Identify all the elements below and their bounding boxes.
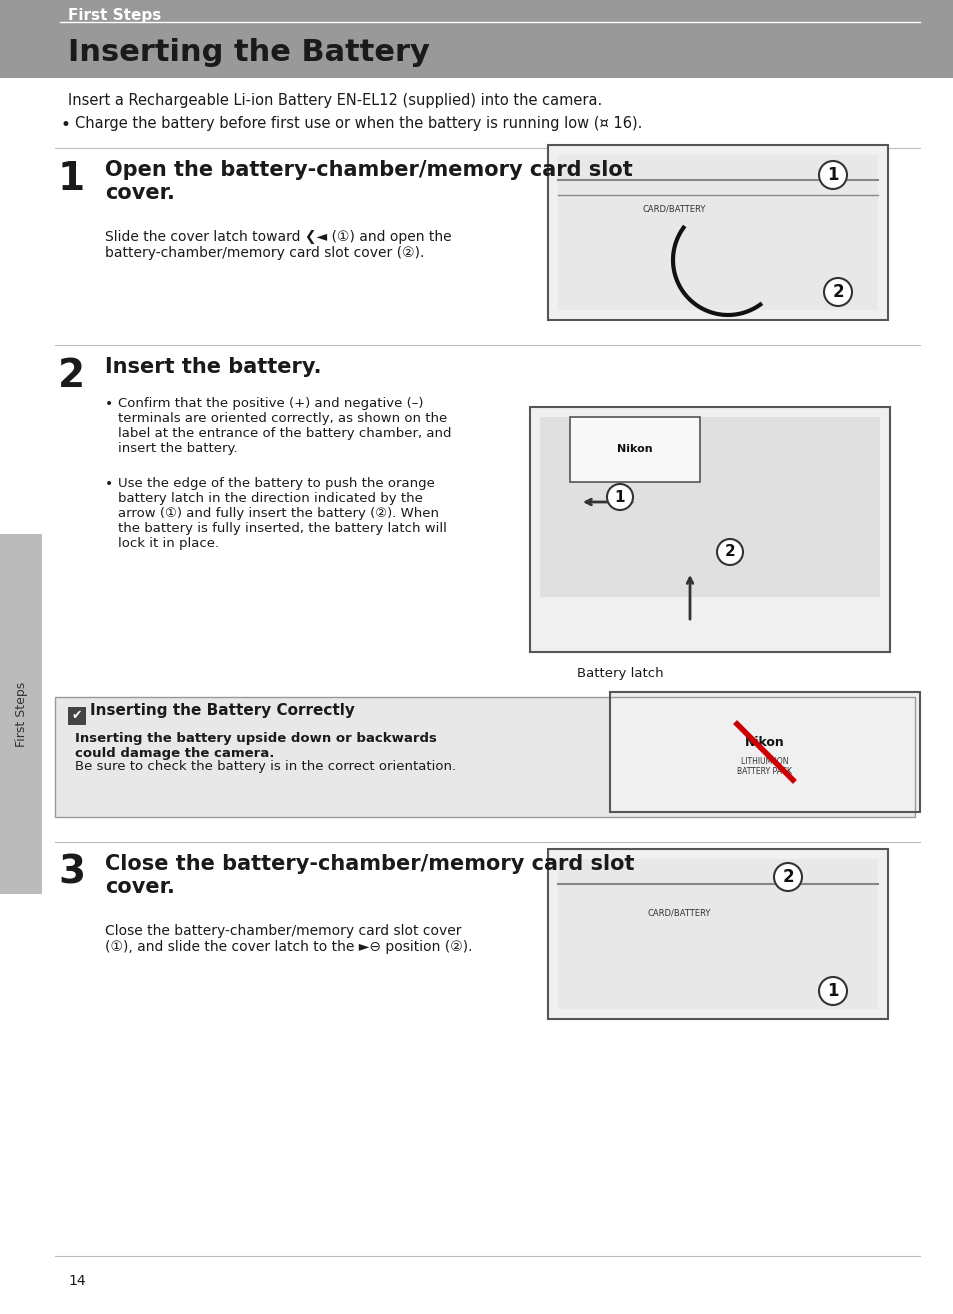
Text: Inserting the Battery: Inserting the Battery	[68, 38, 430, 67]
Bar	[547, 145, 887, 321]
Text: •: •	[60, 116, 70, 134]
Text: LITHIUM ION
BATTERY PACK: LITHIUM ION BATTERY PACK	[737, 757, 792, 777]
Circle shape	[818, 162, 846, 189]
Text: Use the edge of the battery to push the orange
battery latch in the direction in: Use the edge of the battery to push the …	[118, 477, 446, 551]
Text: ✔: ✔	[71, 710, 82, 723]
Bar	[569, 417, 700, 482]
Text: 1: 1	[614, 490, 624, 505]
Bar	[558, 859, 877, 1009]
Bar	[55, 696, 914, 817]
Bar	[539, 417, 879, 597]
Bar	[609, 692, 919, 812]
Bar	[558, 155, 877, 310]
Bar	[0, 0, 953, 78]
Bar	[530, 407, 889, 652]
Circle shape	[823, 279, 851, 306]
Text: 14: 14	[68, 1275, 86, 1288]
Text: Inserting the battery upside down or backwards
could damage the camera.: Inserting the battery upside down or bac…	[75, 732, 436, 759]
Text: Slide the cover latch toward ❮◄ (①) and open the
battery-chamber/memory card slo: Slide the cover latch toward ❮◄ (①) and …	[105, 230, 451, 260]
Text: First Steps: First Steps	[14, 682, 28, 746]
Circle shape	[773, 863, 801, 891]
Text: CARD/BATTERY: CARD/BATTERY	[642, 205, 705, 214]
Circle shape	[818, 978, 846, 1005]
Text: Open the battery-chamber/memory card slot
cover.: Open the battery-chamber/memory card slo…	[105, 160, 632, 204]
Text: Close the battery-chamber/memory card slot cover
(①), and slide the cover latch : Close the battery-chamber/memory card sl…	[105, 924, 472, 954]
Text: Insert the battery.: Insert the battery.	[105, 357, 321, 377]
Text: 3: 3	[58, 854, 85, 892]
Text: Nikon: Nikon	[744, 736, 784, 749]
Text: Be sure to check the battery is in the correct orientation.: Be sure to check the battery is in the c…	[75, 759, 456, 773]
Text: Insert a Rechargeable Li-ion Battery EN-EL12 (supplied) into the camera.: Insert a Rechargeable Li-ion Battery EN-…	[68, 93, 601, 108]
Bar	[68, 707, 86, 725]
Bar	[547, 849, 887, 1018]
Text: Confirm that the positive (+) and negative (–)
terminals are oriented correctly,: Confirm that the positive (+) and negati…	[118, 397, 451, 455]
Text: 2: 2	[58, 357, 85, 396]
Text: 2: 2	[781, 869, 793, 886]
Bar	[55, 696, 914, 817]
Text: 1: 1	[826, 982, 838, 1000]
Text: 2: 2	[724, 544, 735, 560]
Bar	[530, 407, 889, 652]
Text: •: •	[105, 477, 113, 491]
Text: Charge the battery before first use or when the battery is running low (¤ 16).: Charge the battery before first use or w…	[75, 116, 641, 131]
Text: CARD/BATTERY: CARD/BATTERY	[647, 909, 711, 918]
Bar	[609, 692, 919, 812]
Text: 1: 1	[58, 160, 85, 198]
Text: •: •	[105, 397, 113, 411]
Text: Nikon: Nikon	[617, 444, 652, 455]
Text: 2: 2	[831, 283, 842, 301]
Text: Inserting the Battery Correctly: Inserting the Battery Correctly	[90, 703, 355, 717]
Bar	[0, 533, 42, 894]
Circle shape	[606, 484, 633, 510]
Text: Close the battery-chamber/memory card slot
cover.: Close the battery-chamber/memory card sl…	[105, 854, 634, 897]
Circle shape	[717, 539, 742, 565]
Text: 1: 1	[826, 166, 838, 184]
Bar	[569, 417, 700, 482]
Bar	[547, 849, 887, 1018]
Text: First Steps: First Steps	[68, 8, 161, 24]
Text: Battery latch: Battery latch	[576, 668, 662, 681]
Bar	[547, 145, 887, 321]
